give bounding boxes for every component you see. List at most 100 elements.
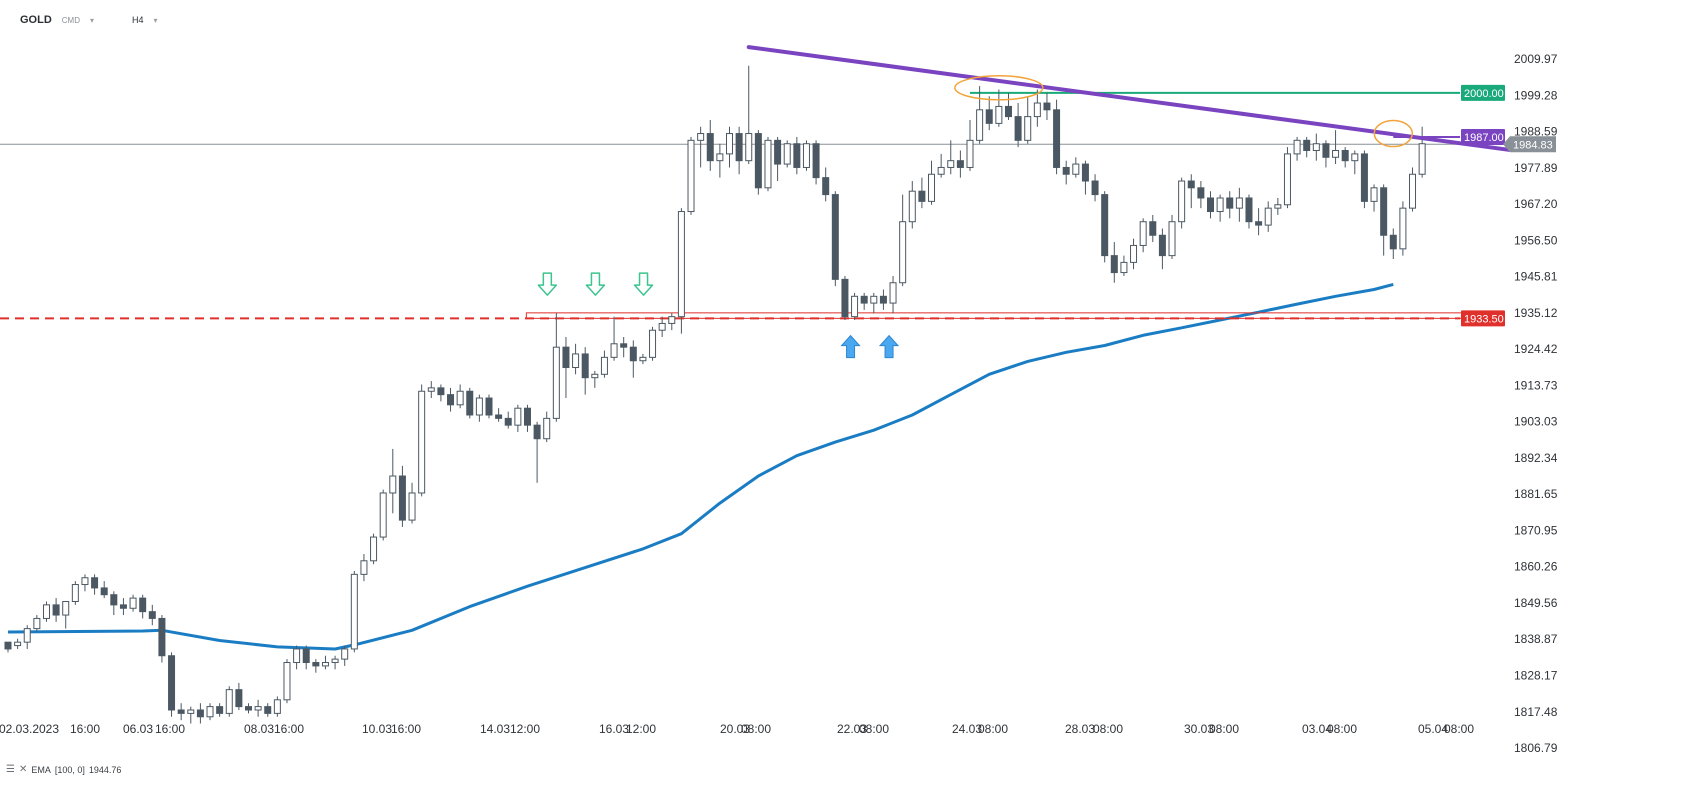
arrow-shape (585, 272, 606, 296)
indicator-legend: ☰ ✕ EMA [100, 0] 1944.76 (6, 764, 121, 775)
bullish-candle (870, 292, 878, 314)
chevron-down-icon[interactable]: ▾ (90, 15, 95, 25)
candle-body (851, 295, 859, 318)
candle-body (831, 194, 839, 280)
candle-body (1399, 207, 1407, 250)
candle-body (956, 160, 964, 168)
candle-body (600, 356, 608, 375)
bearish-candle (831, 191, 839, 287)
candle-body (1264, 207, 1272, 226)
bullish-candle (1418, 126, 1426, 178)
x-tick-label: 16:00 (391, 722, 421, 736)
bullish-candle (649, 326, 657, 361)
candle-body (735, 133, 743, 162)
bearish-candle (629, 340, 637, 378)
candle-body (1168, 221, 1176, 257)
x-tick-label: 08:00 (1444, 722, 1474, 736)
candle-body (42, 604, 50, 619)
candle-body (774, 139, 782, 165)
candle-body (1004, 105, 1012, 118)
candle-body (995, 105, 1003, 124)
arrow-shape (537, 272, 558, 296)
menu-icon[interactable]: ☰ (6, 764, 15, 775)
bullish-candle (23, 625, 31, 649)
y-tick-label: 1881.65 (1514, 487, 1558, 501)
y-tick-label: 1924.42 (1514, 342, 1558, 356)
candle-body (331, 658, 339, 664)
bullish-candle (187, 706, 195, 724)
badge-bg (1503, 136, 1556, 153)
bullish-candle (254, 699, 262, 717)
candle-body (254, 706, 262, 711)
candle-body (793, 143, 801, 168)
candle-body (360, 560, 368, 575)
bearish-candle (1380, 184, 1388, 256)
bearish-candle (985, 96, 993, 131)
bullish-candle (658, 316, 666, 338)
candle-body (273, 699, 281, 714)
signal-down-arrow-icon (633, 272, 654, 296)
close-icon[interactable]: ✕ (18, 764, 28, 775)
bearish-candle (235, 682, 243, 710)
candle-body (1235, 197, 1243, 209)
bullish-candle (14, 638, 22, 649)
arrow-shape (633, 272, 654, 296)
bearish-candle (196, 703, 204, 724)
candle-body (148, 611, 156, 619)
trendline (746, 45, 1511, 152)
candle-body (1351, 153, 1359, 162)
badge-text: 1984.83 (1513, 139, 1553, 151)
y-tick-label: 1849.56 (1514, 596, 1558, 610)
bearish-candle (879, 289, 887, 310)
bearish-candle (158, 615, 166, 663)
bullish-candle (1178, 177, 1186, 229)
candle-body (1303, 139, 1311, 152)
timeframe-selector[interactable]: H4 (132, 15, 144, 25)
bullish-candle (341, 645, 349, 666)
ema-line (7, 282, 1394, 651)
candle-body (716, 153, 724, 162)
bearish-candle (1004, 92, 1012, 120)
candle-body (33, 617, 41, 630)
x-tick-label: 08:00 (1093, 722, 1123, 736)
symbol-label[interactable]: GOLD (20, 14, 52, 26)
y-tick-label: 1945.81 (1514, 270, 1558, 284)
candle-body (543, 417, 551, 440)
candle-body (81, 577, 89, 586)
candle-body (427, 387, 435, 392)
candle-body (447, 394, 455, 406)
bullish-candle (591, 370, 599, 388)
bearish-candle (812, 140, 820, 185)
candle-body (928, 173, 936, 202)
bullish-candle (1283, 147, 1291, 209)
candle-body (514, 407, 522, 426)
bearish-candle (91, 574, 99, 595)
candle-body (370, 536, 378, 562)
bullish-candle (947, 140, 955, 175)
candle-body (802, 143, 810, 168)
candle-body (726, 133, 733, 155)
bullish-candle (745, 65, 753, 165)
candle-body (1178, 180, 1186, 223)
bearish-candle (119, 598, 127, 616)
bullish-candle (456, 384, 464, 409)
candle-body (822, 177, 830, 196)
price-badges: 2000.00 1987.00 1933.50 1984.83 (1461, 84, 1556, 327)
bearish-candle (562, 337, 570, 399)
bullish-candle (283, 659, 291, 704)
chevron-down-icon[interactable]: ▾ (153, 15, 158, 25)
candle-body (196, 709, 204, 718)
bullish-candle (225, 686, 233, 717)
bullish-candle (1399, 201, 1407, 256)
x-axis: 02.03.2023 16:00 06.03 16:00 08.03 16:00 10.03… (0, 722, 1474, 736)
candle-body (523, 407, 531, 426)
bullish-candle (273, 696, 281, 717)
badge-text: 1987.00 (1464, 132, 1504, 144)
candle-body (1091, 180, 1099, 196)
bearish-candle (4, 641, 12, 653)
x-tick-label: 06.03 (123, 722, 153, 736)
candle-body (764, 139, 772, 189)
candle-body (495, 414, 503, 419)
bullish-candle (1168, 214, 1176, 260)
